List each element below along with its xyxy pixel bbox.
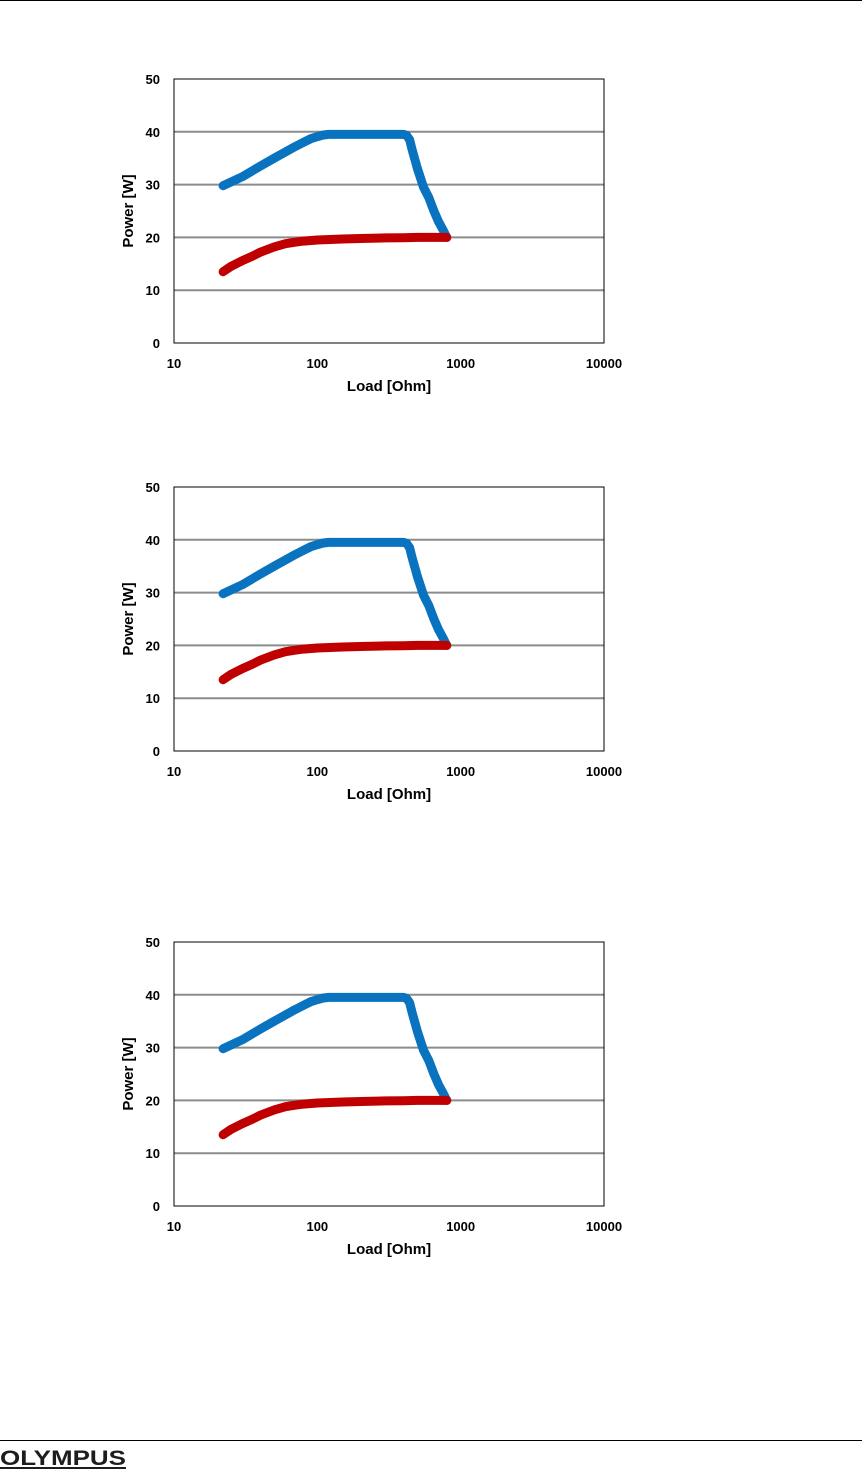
x-tick-label: 10000 bbox=[586, 764, 622, 779]
y-axis-title: Power [W] bbox=[120, 174, 137, 247]
plot-area bbox=[174, 487, 604, 751]
y-axis-title: Power [W] bbox=[120, 582, 137, 655]
y-tick-label: 40 bbox=[146, 125, 160, 140]
x-tick-label: 100 bbox=[306, 356, 328, 371]
footer-rule bbox=[0, 1440, 862, 1441]
header-rule bbox=[0, 0, 862, 1]
x-tick-label: 10 bbox=[167, 356, 181, 371]
x-tick-label: 10 bbox=[167, 764, 181, 779]
y-tick-label: 20 bbox=[146, 638, 160, 653]
power-chart-2: 0 10 20 30 40 50 10 100 1000 10000 Load [Ohm] Power… bbox=[120, 480, 622, 803]
y-tick-label: 40 bbox=[146, 988, 160, 1003]
series-line-1 bbox=[218, 537, 452, 650]
olympus-logo-underline bbox=[0, 1467, 126, 1469]
y-tick-label: 20 bbox=[146, 1093, 160, 1108]
plot-border bbox=[173, 78, 605, 344]
y-tick-label: 10 bbox=[146, 1146, 160, 1161]
series-line-1 bbox=[218, 129, 452, 242]
x-axis-title: Load [Ohm] bbox=[347, 786, 431, 803]
y-axis-title: Power [W] bbox=[120, 1037, 137, 1110]
y-tick-label: 50 bbox=[146, 72, 160, 87]
y-tick-label: 40 bbox=[146, 533, 160, 548]
y-tick-label: 50 bbox=[146, 935, 160, 950]
series-line-1 bbox=[218, 992, 452, 1105]
y-tick-label: 0 bbox=[153, 1199, 160, 1214]
x-tick-label: 1000 bbox=[446, 356, 475, 371]
x-tick-label: 10 bbox=[167, 1219, 181, 1234]
y-tick-label: 30 bbox=[146, 1041, 160, 1056]
x-axis-title: Load [Ohm] bbox=[347, 1241, 431, 1258]
y-tick-label: 50 bbox=[146, 480, 160, 495]
y-tick-label: 10 bbox=[146, 691, 160, 706]
y-tick-label: 30 bbox=[146, 586, 160, 601]
x-tick-label: 1000 bbox=[446, 1219, 475, 1234]
x-axis-title: Load [Ohm] bbox=[347, 378, 431, 395]
x-tick-label: 10000 bbox=[586, 356, 622, 371]
y-tick-label: 20 bbox=[146, 230, 160, 245]
series-line-2 bbox=[218, 640, 452, 685]
series-line-2 bbox=[218, 232, 452, 277]
x-tick-label: 100 bbox=[306, 1219, 328, 1234]
y-tick-label: 0 bbox=[153, 744, 160, 759]
plot-border bbox=[173, 486, 605, 752]
x-tick-label: 10000 bbox=[586, 1219, 622, 1234]
x-tick-label: 100 bbox=[306, 764, 328, 779]
olympus-logo: OLYMPUS bbox=[0, 1447, 126, 1470]
plot-border bbox=[173, 941, 605, 1207]
x-tick-label: 1000 bbox=[446, 764, 475, 779]
olympus-logo-text: OLYMPUS bbox=[0, 1447, 126, 1470]
power-chart-3: 0 10 20 30 40 50 10 100 1000 10000 Load [Ohm] Power… bbox=[120, 935, 622, 1258]
y-tick-label: 30 bbox=[146, 178, 160, 193]
y-tick-label: 0 bbox=[153, 336, 160, 351]
plot-area bbox=[174, 79, 604, 343]
series-line-2 bbox=[218, 1095, 452, 1140]
plot-area bbox=[174, 942, 604, 1206]
y-tick-label: 10 bbox=[146, 283, 160, 298]
power-chart-1: 0 10 20 30 40 50 10 100 1000 10000 Load [Ohm] Power… bbox=[120, 72, 622, 395]
